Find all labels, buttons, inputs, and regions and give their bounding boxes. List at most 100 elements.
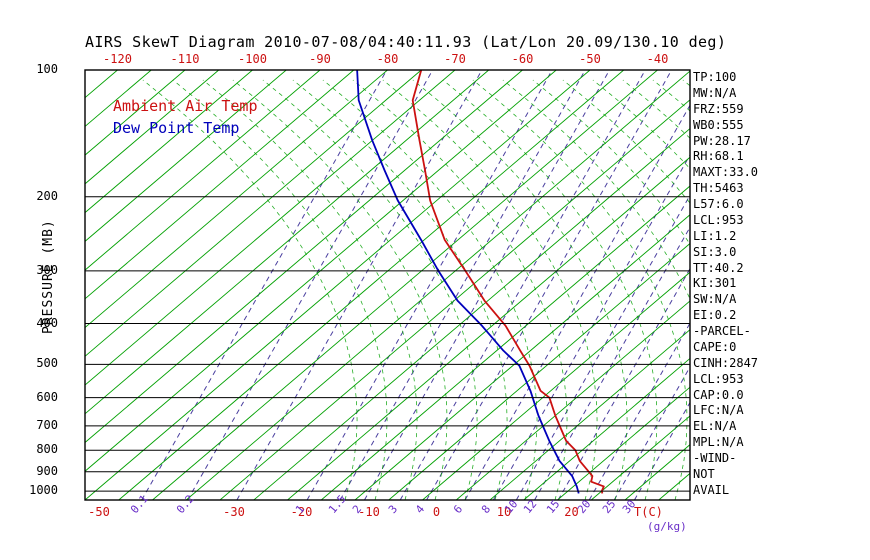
pressure-tick-label: 600 <box>36 389 58 404</box>
isotherm-line <box>85 70 523 444</box>
moist-adiabat-line <box>502 79 690 300</box>
stats-line: FRZ:559 <box>693 101 744 116</box>
pressure-tick-label: 400 <box>36 315 58 330</box>
stats-line: LCL:953 <box>693 371 744 386</box>
isotherm-line <box>422 271 690 500</box>
isotherm-line <box>85 70 118 99</box>
mixing-ratio-line <box>141 70 388 500</box>
isotherm-line <box>287 156 690 500</box>
stats-line: -WIND- <box>693 451 737 466</box>
moist-adiabat-line <box>142 79 358 500</box>
stats-line: WB0:555 <box>693 117 744 132</box>
ambient-temp-curve <box>411 70 605 494</box>
isotherm-line <box>85 70 591 500</box>
pressure-tick-label: 500 <box>36 356 58 371</box>
mixing-ratio-line <box>187 70 434 500</box>
isotherm-line <box>152 70 658 500</box>
dew-point-curve <box>356 70 580 494</box>
bottom-temp-label: 10 <box>496 505 512 519</box>
mixing-ratio-line <box>464 104 690 500</box>
pressure-tick-label: 800 <box>36 442 58 457</box>
isotherm-line <box>85 70 388 329</box>
mixing-ratio-line <box>588 322 690 500</box>
isotherm-line <box>118 70 625 500</box>
mixing-ratio-line <box>306 70 553 500</box>
mixing-ratio-line <box>399 70 646 500</box>
bottom-temp-label: -20 <box>290 505 313 519</box>
isotherm-line <box>85 70 490 415</box>
moist-adiabat-line <box>322 79 538 500</box>
chart-title: AIRS SkewT Diagram 2010-07-08/04:40:11.9… <box>85 33 727 51</box>
bottom-temp-label: 20 <box>564 505 579 519</box>
isotherm-line <box>354 214 690 500</box>
mixing-ratio-line <box>492 154 690 500</box>
moist-adiabat-line <box>172 79 388 500</box>
pressure-tick-label: 300 <box>36 262 58 277</box>
isotherm-line <box>253 127 690 500</box>
moist-adiabat-line <box>412 79 628 500</box>
isotherm-line <box>320 185 690 500</box>
isotherm-line <box>219 99 690 500</box>
stats-line: MAXT:33.0 <box>693 165 759 180</box>
moist-adiabat-line <box>292 79 508 500</box>
top-temp-label: -50 <box>579 52 601 66</box>
moist-adiabat-line <box>382 79 598 500</box>
stats-line: CAPE:0 <box>693 339 737 354</box>
mixing-ratio-line <box>364 70 610 500</box>
isotherm-line <box>388 242 690 500</box>
mixing-ratio-line <box>236 70 483 500</box>
stats-line: MW:N/A <box>693 85 737 100</box>
isotherm-line <box>85 70 321 271</box>
stats-line: NOT <box>693 467 715 481</box>
top-temp-label: -80 <box>376 52 399 66</box>
stats-line: EL:N/A <box>693 419 737 434</box>
top-temp-label: -100 <box>238 52 267 66</box>
stats-line: TH:5463 <box>693 181 744 196</box>
moist-adiabat-line <box>232 79 448 500</box>
isotherm-line <box>85 70 422 357</box>
moist-adiabat-line <box>262 79 478 500</box>
stats-line: SW:N/A <box>693 292 737 307</box>
moist-adiabat-line <box>442 79 658 500</box>
plot-border <box>84 69 691 501</box>
pressure-tick-label: 200 <box>36 188 58 203</box>
mixing-ratio-line <box>634 401 690 500</box>
stats-line: LCL:953 <box>693 212 744 227</box>
stats-line: LFC:N/A <box>693 403 744 418</box>
stats-line: SI:3.0 <box>693 244 737 259</box>
stats-line: L57:6.0 <box>693 197 744 212</box>
pressure-tick-label: 100 <box>36 62 58 76</box>
bottom-temp-label: -10 <box>358 505 380 519</box>
isotherm-line <box>489 329 690 500</box>
top-temp-label: -90 <box>309 52 331 66</box>
mixing-ratio-line <box>339 70 586 500</box>
mixing-ratio-line <box>534 226 690 500</box>
stats-line: RH:68.1 <box>693 149 744 164</box>
top-temp-label: -70 <box>444 52 466 66</box>
isotherm-line <box>85 70 456 386</box>
pressure-tick-label: 1000 <box>29 483 58 498</box>
stats-line: AVAIL <box>693 482 730 497</box>
mixing-ratio-line <box>613 366 690 500</box>
isotherm-line <box>85 70 287 242</box>
stats-line: MPL:N/A <box>693 435 744 450</box>
isotherm-line <box>185 70 690 500</box>
top-temp-label: -40 <box>646 52 669 66</box>
stats-line: LI:1.2 <box>693 228 737 243</box>
mixing-ratio-line <box>557 267 690 500</box>
stats-line: KI:301 <box>693 276 737 291</box>
isotherm-line <box>557 386 690 500</box>
mixing-ratio-line <box>426 70 673 500</box>
stats-line: -PARCEL- <box>693 324 751 339</box>
pressure-tick-label: 900 <box>36 463 58 478</box>
temp-unit-label: T(C) <box>634 505 663 519</box>
moist-adiabat-line <box>352 79 568 500</box>
stats-line: CAP:0.0 <box>693 387 744 402</box>
stats-line: EI:0.2 <box>693 308 737 323</box>
stats-line: PW:28.17 <box>693 133 751 148</box>
isotherm-line <box>590 415 690 500</box>
isotherm-line <box>523 357 690 500</box>
